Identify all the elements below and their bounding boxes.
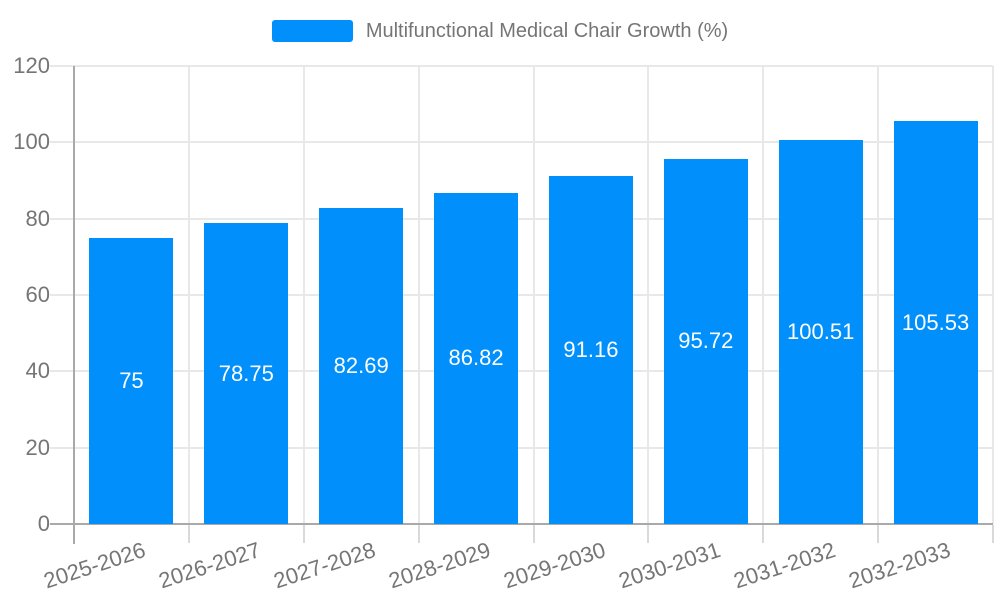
y-gridline	[50, 141, 993, 144]
bar-2028-2029[interactable]	[434, 192, 519, 524]
y-axis-label: 0	[37, 511, 50, 536]
bar-value-label: 78.75	[218, 360, 274, 386]
legend-swatch-icon	[271, 20, 353, 42]
x-axis-tick	[302, 525, 305, 543]
x-gridline	[187, 66, 190, 524]
bar-2031-2032[interactable]	[778, 140, 863, 524]
bar-value-label: 91.16	[563, 337, 619, 363]
legend-label: Multifunctional Medical Chair Growth (%)	[365, 20, 729, 42]
y-axis-label: 120	[13, 53, 50, 78]
y-axis-label: 100	[13, 129, 50, 155]
x-axis-tick	[187, 525, 190, 543]
x-gridline	[532, 66, 535, 524]
y-axis-label: 80	[25, 205, 50, 231]
x-gridline	[647, 66, 650, 524]
y-gridline	[50, 217, 993, 220]
bar-2026-2027[interactable]	[204, 223, 289, 524]
x-axis-tick	[532, 525, 535, 543]
x-axis-tick	[877, 525, 880, 543]
x-gridline	[302, 66, 305, 524]
y-gridline	[50, 446, 993, 449]
x-axis-tick	[417, 525, 420, 543]
y-axis-label: 60	[25, 282, 50, 307]
y-gridline	[50, 294, 993, 296]
bar-value-label: 86.82	[448, 345, 504, 371]
y-gridline	[50, 370, 993, 373]
bar-2027-2028[interactable]	[319, 208, 404, 524]
bar-2032-2033[interactable]	[893, 121, 978, 524]
bar-2030-2031[interactable]	[663, 158, 748, 524]
bar-value-label: 105.53	[901, 309, 970, 335]
x-gridline	[762, 66, 765, 524]
x-axis-line	[50, 523, 993, 525]
x-gridline	[417, 66, 420, 524]
y-gridline	[50, 65, 993, 67]
y-axis-line	[73, 66, 75, 544]
x-axis-tick	[762, 525, 765, 543]
bar-value-label: 82.69	[333, 353, 389, 379]
legend[interactable]: Multifunctional Medical Chair Growth (%)	[0, 18, 1000, 44]
x-gridline	[992, 66, 994, 524]
x-gridline	[877, 66, 880, 524]
y-axis-label: 20	[25, 434, 50, 460]
x-axis-tick	[992, 525, 994, 543]
bar-2029-2030[interactable]	[548, 176, 633, 524]
y-axis-label: 40	[25, 358, 50, 384]
bar-2025-2026[interactable]	[89, 237, 174, 524]
bar-value-label: 75	[119, 367, 144, 393]
x-axis-tick	[647, 525, 650, 543]
bar-value-label: 100.51	[787, 319, 855, 345]
bar-value-label: 95.72	[678, 328, 734, 354]
